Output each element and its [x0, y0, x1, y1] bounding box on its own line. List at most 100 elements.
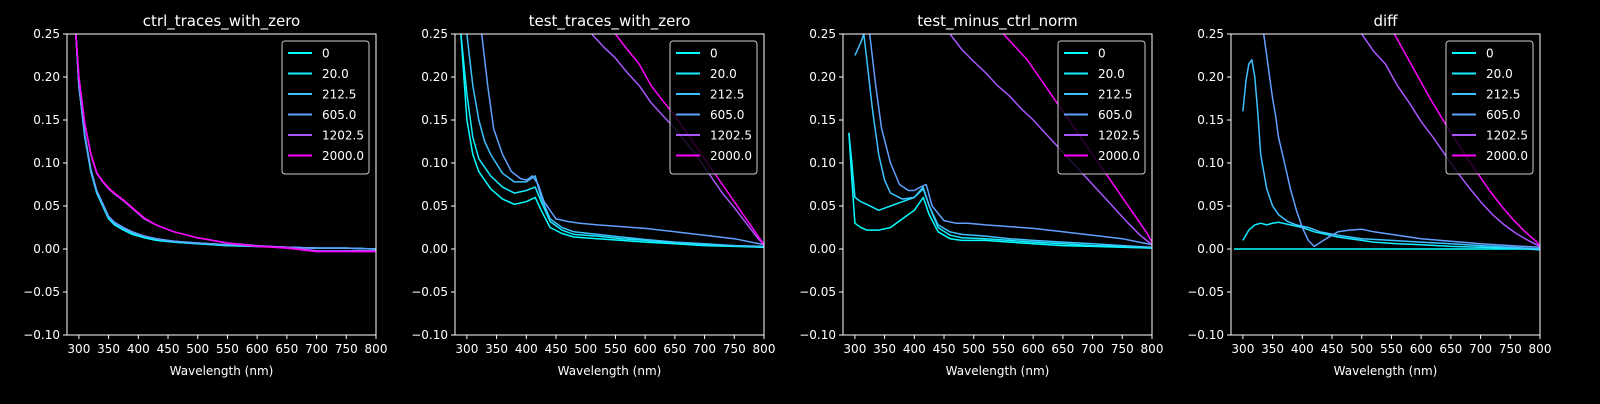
x-tick-label: 400 [127, 342, 150, 356]
series-line-212-5 [466, 34, 764, 248]
x-tick-label: 750 [1499, 342, 1522, 356]
x-tick-label: 600 [634, 342, 657, 356]
y-tick-label: −0.10 [411, 328, 448, 342]
legend-label: 20.0 [1486, 67, 1513, 81]
y-tick-label: 0.10 [809, 156, 836, 170]
x-tick-label: 800 [365, 342, 388, 356]
series-line-212-5 [854, 34, 1152, 249]
legend-label: 2000.0 [1486, 149, 1528, 163]
legend: 0 20.0 212.5 605.0 1202.5 2000.0 [281, 40, 370, 175]
y-tick-label: −0.10 [23, 328, 60, 342]
x-tick-label: 500 [1350, 342, 1373, 356]
x-tick-label: 300 [1231, 342, 1254, 356]
y-tick-label: −0.10 [1187, 328, 1224, 342]
x-axis-label: Wavelength (nm) [170, 364, 274, 378]
x-tick-label: 700 [1469, 342, 1492, 356]
series-line-0 [848, 132, 1152, 249]
x-tick-label: 550 [216, 342, 239, 356]
x-tick-label: 500 [186, 342, 209, 356]
y-tick-label: −0.05 [799, 285, 836, 299]
legend: 0 20.0 212.5 605.0 1202.5 2000.0 [1057, 40, 1146, 175]
x-tick-label: 450 [933, 342, 956, 356]
x-tick-label: 750 [723, 342, 746, 356]
x-tick-label: 300 [67, 342, 90, 356]
series-lines [848, 34, 1152, 249]
series-line-0 [460, 34, 764, 249]
legend-label: 0 [322, 47, 330, 61]
y-tick-label: 0.25 [33, 27, 60, 41]
chart-panel-4: diff 300 350 400 450 500 550 600 650 700 750 800 −0.… [1187, 12, 1551, 378]
y-tick-label: 0.15 [1197, 113, 1224, 127]
x-tick-label: 450 [157, 342, 180, 356]
x-tick-label: 650 [275, 342, 298, 356]
legend-label: 2000.0 [1098, 149, 1140, 163]
legend-label: 1202.5 [1486, 129, 1528, 143]
x-tick-label: 350 [485, 342, 508, 356]
y-tick-label: −0.05 [1187, 285, 1224, 299]
legend-label: 605.0 [1098, 108, 1132, 122]
legend: 0 20.0 212.5 605.0 1202.5 2000.0 [669, 40, 758, 175]
y-tick-label: 0.25 [1197, 27, 1224, 41]
y-tick-label: 0.10 [1197, 156, 1224, 170]
legend: 0 20.0 212.5 605.0 1202.5 2000.0 [1445, 40, 1534, 175]
series-line-605-0 [1262, 34, 1540, 249]
legend-label: 2000.0 [322, 149, 364, 163]
x-tick-label: 300 [455, 342, 478, 356]
y-tick-label: −0.10 [799, 328, 836, 342]
legend-label: 605.0 [1486, 108, 1520, 122]
axes-frame [66, 33, 377, 336]
y-tick-label: 0.05 [33, 199, 60, 213]
legend-label: 1202.5 [1098, 129, 1140, 143]
x-tick-label: 750 [1111, 342, 1134, 356]
x-tick-label: 700 [693, 342, 716, 356]
legend-label: 0 [710, 47, 718, 61]
x-tick-label: 650 [1051, 342, 1074, 356]
x-tick-label: 400 [903, 342, 926, 356]
x-tick-label: 650 [663, 342, 686, 356]
x-tick-label: 600 [1410, 342, 1433, 356]
x-tick-label: 300 [843, 342, 866, 356]
y-tick-label: 0.15 [809, 113, 836, 127]
y-tick-label: 0.00 [809, 242, 836, 256]
series-line-1202-5 [949, 34, 1152, 246]
x-tick-label: 350 [1261, 342, 1284, 356]
chart-title: test_minus_ctrl_norm [917, 12, 1078, 31]
series-lines [1234, 34, 1540, 251]
x-tick-label: 450 [545, 342, 568, 356]
x-tick-label: 550 [1380, 342, 1403, 356]
y-tick-label: 0.20 [809, 70, 836, 84]
y-tick-label: 0.05 [809, 199, 836, 213]
legend-label: 20.0 [322, 67, 349, 81]
legend-label: 1202.5 [322, 129, 364, 143]
series-line-212-5 [1242, 59, 1540, 250]
x-tick-label: 350 [873, 342, 896, 356]
legend-label: 20.0 [1098, 67, 1125, 81]
x-axis-label: Wavelength (nm) [1334, 364, 1438, 378]
x-tick-label: 400 [515, 342, 538, 356]
legend-label: 20.0 [710, 67, 737, 81]
x-tick-label: 600 [1022, 342, 1045, 356]
y-tick-label: 0.25 [421, 27, 448, 41]
chart-panel-3: test_minus_ctrl_norm 300 350 400 450 500 550 60… [799, 12, 1163, 378]
x-tick-label: 600 [246, 342, 269, 356]
x-tick-label: 500 [962, 342, 985, 356]
axes-frame [842, 33, 1153, 336]
legend-label: 605.0 [710, 108, 744, 122]
y-tick-label: 0.00 [1197, 242, 1224, 256]
x-tick-label: 500 [574, 342, 597, 356]
series-lines [75, 34, 376, 253]
series-line-20-0 [1242, 221, 1540, 251]
y-tick-label: 0.05 [1197, 199, 1224, 213]
y-tick-label: 0.20 [33, 70, 60, 84]
x-axis-label: Wavelength (nm) [558, 364, 662, 378]
legend-label: 2000.0 [710, 149, 752, 163]
y-tick-label: 0.25 [809, 27, 836, 41]
series-line-2000-0 [75, 34, 376, 253]
x-tick-label: 450 [1321, 342, 1344, 356]
x-tick-label: 550 [604, 342, 627, 356]
y-tick-label: 0.15 [421, 113, 448, 127]
x-tick-label: 800 [1141, 342, 1164, 356]
chart-panel-2: test_traces_with_zero 300 350 400 450 500 550 6… [411, 12, 775, 378]
